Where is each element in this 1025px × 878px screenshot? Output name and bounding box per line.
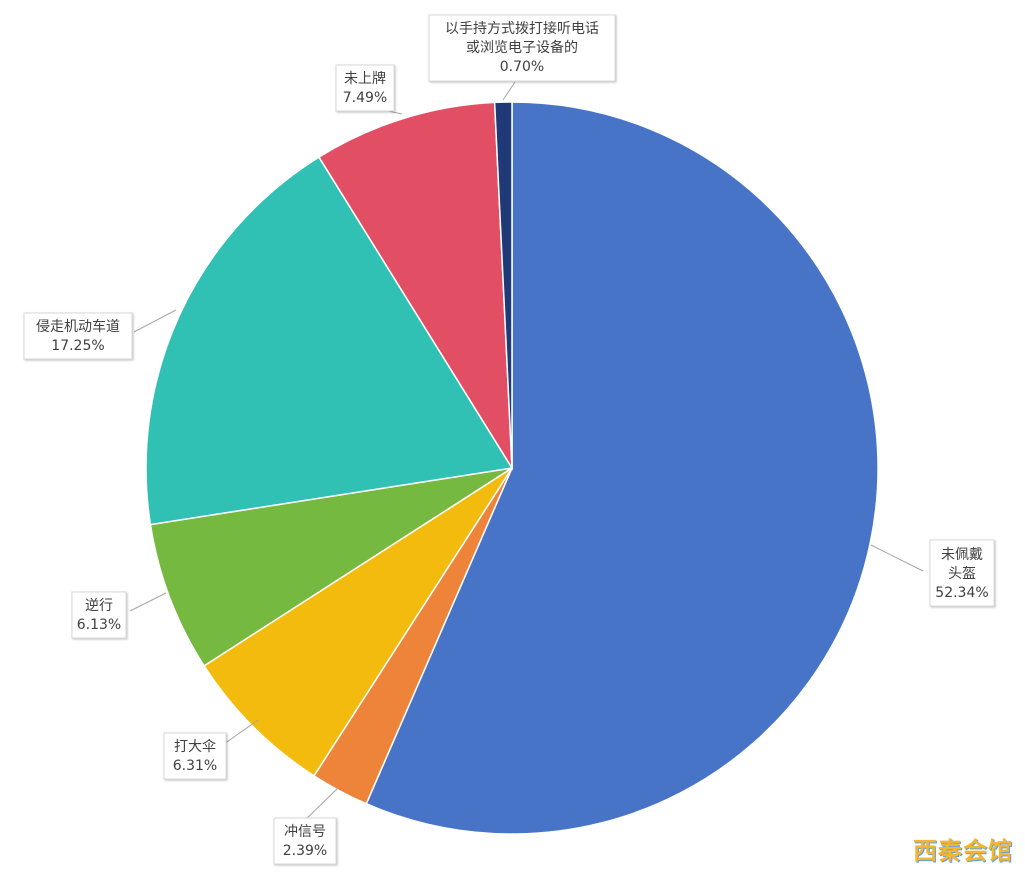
label-category-text: 冲信号 <box>284 824 326 840</box>
pie-slice-1 <box>365 101 879 835</box>
label-value-text: 6.13% <box>77 617 121 633</box>
pie-slice-5 <box>145 156 514 526</box>
leader-line <box>129 592 167 612</box>
pie-slice-6 <box>317 101 513 471</box>
data-label: 冲信号 2.39% <box>273 817 337 865</box>
label-category-text: 以手持方式拨打接听电话 <box>445 20 599 37</box>
leader-line <box>870 544 924 572</box>
data-label: 未上牌 7.49% <box>335 64 395 112</box>
label-value-text: 17.25% <box>51 338 104 354</box>
leader-line <box>502 81 516 101</box>
label-category-text: 头盔 <box>948 566 976 582</box>
label-box <box>335 64 395 112</box>
data-label: 侵走机动车道 17.25% <box>23 312 133 360</box>
label-value-text: 52.34% <box>935 585 988 601</box>
label-box <box>71 591 127 639</box>
pie-slices <box>145 101 879 835</box>
label-box <box>163 732 227 780</box>
pie-slice-7 <box>493 101 513 469</box>
leader-line <box>223 719 259 745</box>
pie-slice-4 <box>149 467 513 667</box>
pie-slice-3 <box>203 467 513 777</box>
data-label: 逆行 6.13% <box>71 591 127 639</box>
label-category-text: 或浏览电子设备的 <box>466 39 578 56</box>
label-category-text: 未上牌 <box>344 70 386 87</box>
label-value-text: 7.49% <box>343 90 387 106</box>
label-box <box>273 817 337 865</box>
label-category-text: 未佩戴 <box>941 547 983 563</box>
data-label: 打大伞 6.31% <box>163 732 227 780</box>
label-value-text: 6.31% <box>173 758 217 774</box>
leader-line <box>133 309 177 333</box>
watermark-logo: 西秦会馆 <box>913 837 1013 865</box>
label-value-text: 0.70% <box>500 59 544 75</box>
label-category-text: 打大伞 <box>174 738 216 755</box>
leader-line <box>302 787 339 823</box>
label-box <box>929 539 995 607</box>
label-box <box>428 14 616 82</box>
label-category-text: 侵走机动车道 <box>36 318 120 335</box>
label-value-text: 2.39% <box>283 843 327 859</box>
label-category-text: 逆行 <box>85 598 113 614</box>
label-box <box>23 312 133 360</box>
